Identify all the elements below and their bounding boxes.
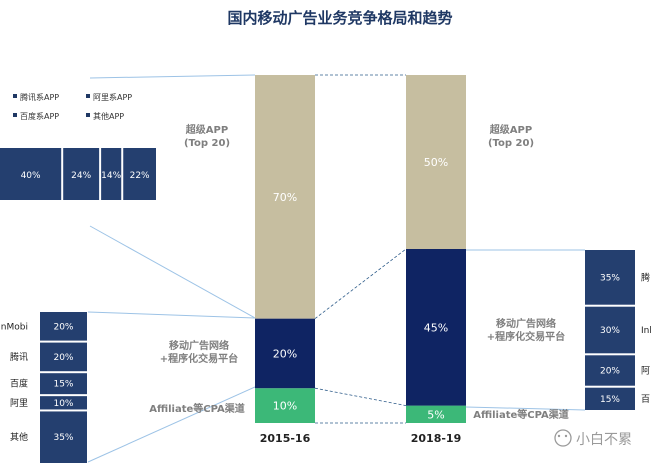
side-label-super-app-right: 超级APP (Top 20) — [488, 123, 534, 149]
wechat-icon — [554, 429, 572, 447]
left-network-label: 百度 — [10, 378, 28, 390]
right-network-label: 百 — [641, 394, 650, 405]
stacked-bars: 10% 20% 70% 2015-16 5% 45% 50% 2018-19 超级APP (Top… — [149, 75, 569, 445]
bar-segment-network-2018-19 — [406, 249, 466, 406]
watermark-text: 小白不累 — [576, 432, 632, 448]
left-network-value: 15% — [53, 380, 73, 390]
side-label-affiliate-right: Affiliate等CPA渠道 — [473, 408, 569, 421]
legend-marker — [86, 113, 90, 117]
bar-value-label: 70% — [273, 191, 297, 204]
x-tick-label: 2015-16 — [260, 432, 311, 445]
right-network-breakdown: 35% 腾 30% Inl 20% 阿 15% 百 — [585, 250, 651, 410]
wechat-icon-eye — [564, 434, 568, 438]
bar-segment-superapp-2018-19 — [406, 75, 466, 249]
connector-line — [89, 74, 256, 79]
legend: 腾讯系APP 阿里系APP 百度系APP 其他APP — [13, 92, 132, 121]
right-network-cell — [585, 306, 635, 354]
super-app-share-label: 24% — [71, 171, 91, 181]
super-app-share-label: 40% — [21, 171, 41, 181]
watermark: 小白不累 — [554, 429, 632, 448]
legend-label: 阿里系APP — [93, 92, 132, 102]
left-network-value: 20% — [53, 322, 73, 332]
bar-value-label: 50% — [424, 156, 448, 169]
x-tick-label: 2018-19 — [411, 432, 462, 445]
bar-segment-network-2015-16 — [255, 318, 315, 389]
super-app-share-cell — [63, 148, 100, 200]
legend-label: 其他APP — [93, 111, 124, 121]
connector-line — [87, 311, 256, 319]
right-network-label: 腾 — [641, 271, 650, 283]
super-app-share-cell — [0, 148, 62, 200]
super-app-share-label: 14% — [101, 171, 121, 181]
super-app-share-cell — [123, 148, 156, 200]
connector-line — [89, 225, 256, 319]
bar-segment-superapp-2015-16 — [255, 75, 315, 319]
left-network-value: 35% — [53, 433, 73, 443]
bar-segment-affiliate-2018-19 — [406, 405, 466, 423]
legend-marker — [86, 94, 90, 98]
right-network-cell — [585, 250, 635, 305]
left-network-cell — [40, 312, 87, 341]
right-network-value: 30% — [600, 326, 620, 336]
side-label-super-app-left: 超级APP (Top 20) — [184, 123, 230, 149]
left-network-cell — [40, 342, 87, 372]
left-network-value: 10% — [53, 399, 73, 409]
right-network-label: Inl — [641, 326, 651, 336]
legend-label: 百度系APP — [20, 111, 59, 121]
left-network-breakdown: 20% InMobi 20% 腾讯 15% 百度 10% 阿里 35% 其他 — [0, 312, 87, 463]
bar-value-label: 45% — [424, 321, 448, 334]
wechat-icon-eye — [557, 434, 561, 438]
right-network-value: 35% — [600, 273, 620, 283]
dashed-connector — [314, 387, 407, 406]
side-label-ad-network-right: 移动广告网络+程序化交易平台 — [487, 317, 565, 343]
left-network-label: 腾讯 — [10, 351, 28, 363]
legend-marker — [13, 94, 17, 98]
left-network-cell — [40, 373, 87, 395]
super-app-share-cell — [101, 148, 122, 200]
legend-marker — [13, 113, 17, 117]
left-network-cell — [40, 396, 87, 410]
right-network-value: 20% — [600, 367, 620, 377]
left-network-label: InMobi — [0, 322, 28, 332]
legend-label: 腾讯系APP — [20, 92, 59, 102]
chart-title: 国内移动广告业务竞争格局和趋势 — [227, 9, 452, 27]
left-network-label: 阿里 — [10, 398, 28, 409]
side-label-affiliate-left: Affiliate等CPA渠道 — [149, 402, 245, 415]
left-network-value: 20% — [53, 353, 73, 363]
right-network-cell — [585, 387, 635, 410]
super-app-share-label: 22% — [130, 171, 150, 181]
bar-value-label: 10% — [273, 400, 297, 413]
connector-lines — [87, 74, 586, 463]
super-app-breakdown: 40% 24% 14% 22% — [0, 148, 156, 200]
connector-line — [465, 406, 586, 411]
left-network-cell — [40, 411, 87, 463]
right-network-cell — [585, 355, 635, 386]
bar-value-label: 5% — [427, 408, 444, 421]
connector-line — [87, 386, 256, 463]
right-network-value: 15% — [600, 395, 620, 405]
bar-value-label: 20% — [273, 347, 297, 360]
dashed-connector — [314, 248, 407, 319]
bar-segment-affiliate-2015-16 — [255, 388, 315, 423]
left-network-label: 其他 — [10, 431, 28, 443]
right-network-label: 阿 — [641, 366, 650, 377]
side-label-ad-network-left: 移动广告网络+程序化交易平台 — [160, 339, 238, 365]
